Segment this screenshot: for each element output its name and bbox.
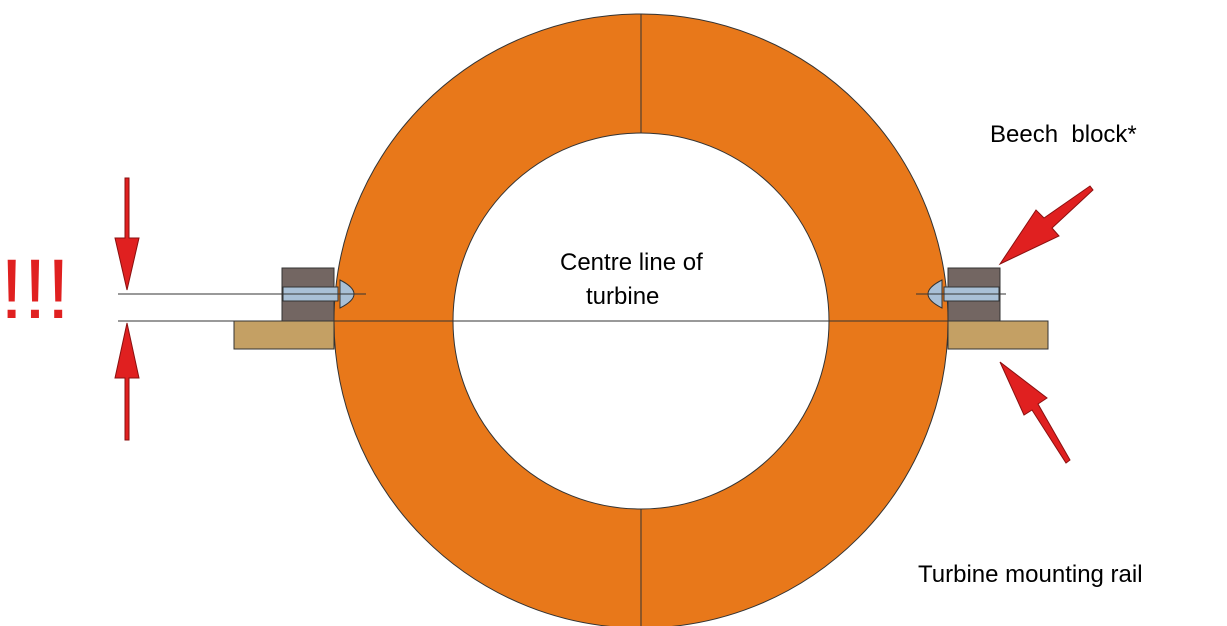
turbine-ring — [334, 14, 948, 626]
down-arrow — [114, 177, 140, 291]
rail-arrow — [999, 361, 1071, 464]
warning: !!! — [0, 242, 70, 336]
centre-line-label: Centre line of — [560, 249, 703, 276]
centre-line-label: turbine — [586, 283, 659, 310]
arrows — [114, 177, 1094, 464]
beech-block-label: Beech block* — [990, 121, 1137, 148]
right-rail — [947, 320, 1049, 350]
block-arrow — [998, 185, 1094, 266]
up-arrow — [114, 322, 140, 441]
left-rail — [233, 320, 335, 350]
rail-label: Turbine mounting rail — [918, 561, 1143, 588]
